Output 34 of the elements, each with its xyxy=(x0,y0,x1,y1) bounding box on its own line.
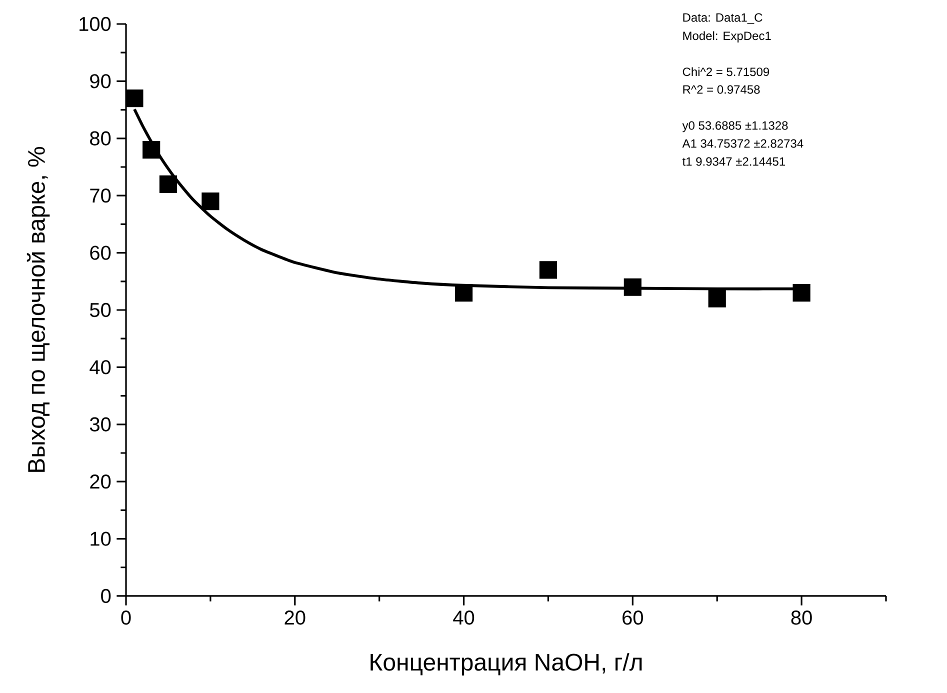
y-tick-label: 30 xyxy=(90,417,111,432)
x-axis-title: Концентрация NaOH, г/л xyxy=(370,653,642,676)
x-tick-label: 0 xyxy=(121,610,131,625)
annotation: y0 53.6885 ±1.1328 xyxy=(682,121,788,132)
x-tick-label: 20 xyxy=(284,610,306,625)
point xyxy=(792,284,810,302)
y-tick-label: 40 xyxy=(90,360,111,374)
annotation: Model: ExpDec1 xyxy=(683,31,771,42)
point xyxy=(142,141,160,159)
annotation: Chi^2 = 5.71509 xyxy=(682,67,770,76)
x-tick-label: 40 xyxy=(453,610,474,625)
y-tick-label: 60 xyxy=(90,246,111,260)
point xyxy=(708,290,726,308)
point xyxy=(624,278,642,296)
y-tick-label: 90 xyxy=(90,74,111,88)
y-tick-label: 20 xyxy=(90,474,111,489)
y-axis-title: Выход по щелочной варке, % xyxy=(26,147,50,472)
annotation: Data: Data1_C xyxy=(683,13,762,24)
annotation: A1 34.75372 ±2.82734 xyxy=(682,139,804,148)
annotation: R^2 = 0.97458 xyxy=(683,85,760,94)
x-tick-label: 80 xyxy=(791,610,812,625)
point xyxy=(454,284,473,302)
x-tick-label: 60 xyxy=(622,610,643,625)
y-tick-label: 0 xyxy=(101,588,111,604)
annotation: t1 9.9347 ±2.14451 xyxy=(682,157,785,166)
y-tick-label: 80 xyxy=(90,131,111,146)
point xyxy=(539,261,558,279)
point xyxy=(126,90,144,108)
y-tick-label: 100 xyxy=(80,16,111,32)
y-tick-label: 10 xyxy=(90,532,111,546)
y-tick-label: 70 xyxy=(90,188,111,203)
y-tick-label: 50 xyxy=(90,302,111,318)
point xyxy=(202,192,220,210)
point xyxy=(159,175,178,193)
